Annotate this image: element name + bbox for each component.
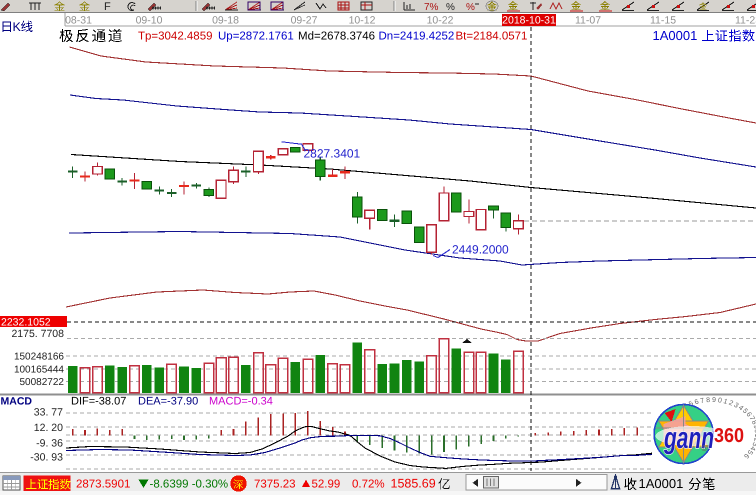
svg-text:150248166: 150248166 (14, 352, 64, 363)
svg-text:2232.1052: 2232.1052 (1, 316, 51, 328)
svg-text:1585.69: 1585.69 (391, 477, 436, 491)
svg-text:2: 2 (728, 400, 735, 408)
svg-text:5: 5 (688, 400, 695, 408)
svg-text:7%: 7% (424, 2, 439, 13)
svg-text:6: 6 (742, 452, 750, 460)
svg-text:6: 6 (694, 399, 700, 407)
svg-text:F: F (104, 1, 111, 13)
svg-text:4: 4 (748, 445, 756, 452)
svg-text:50082722: 50082722 (20, 377, 65, 388)
svg-text:Tp=3042.4859: Tp=3042.4859 (138, 31, 213, 43)
svg-text:MACD: MACD (1, 395, 33, 407)
svg-text:9: 9 (712, 397, 716, 404)
svg-text:360: 360 (714, 425, 744, 447)
svg-text:11-07: 11-07 (575, 15, 601, 27)
svg-text:7: 7 (747, 415, 755, 422)
svg-text:5: 5 (746, 448, 754, 455)
svg-text:DEA=-37.90: DEA=-37.90 (138, 395, 198, 407)
svg-text:10-22: 10-22 (427, 15, 454, 27)
svg-text:2827.3401: 2827.3401 (304, 147, 361, 161)
svg-text:3: 3 (732, 402, 739, 410)
svg-text:-30. 93: -30. 93 (30, 452, 63, 464)
svg-text:%: % (446, 2, 455, 13)
svg-text:0.72%: 0.72% (352, 479, 385, 491)
svg-text:1: 1 (722, 398, 728, 406)
svg-text:3: 3 (750, 441, 756, 447)
svg-text:12. 20: 12. 20 (34, 422, 63, 434)
svg-text:8: 8 (750, 420, 756, 426)
svg-text:2018-10-31: 2018-10-31 (502, 15, 556, 27)
svg-text:9: 9 (752, 424, 756, 429)
svg-text:08-31: 08-31 (65, 15, 92, 27)
svg-text:0: 0 (717, 397, 722, 405)
svg-text:100165444: 100165444 (14, 365, 64, 376)
svg-text:MACD=-0.34: MACD=-0.34 (209, 395, 273, 407)
svg-text:1A0001: 1A0001 (639, 476, 684, 491)
svg-text:1: 1 (753, 433, 756, 437)
svg-text:DIF=-38.07: DIF=-38.07 (71, 395, 126, 407)
svg-text:2873.5901: 2873.5901 (76, 479, 130, 491)
svg-text:09-27: 09-27 (291, 15, 318, 27)
svg-text:2: 2 (752, 437, 756, 442)
svg-text:1A0001: 1A0001 (653, 28, 698, 43)
svg-text:11-15: 11-15 (650, 15, 676, 27)
svg-text:-9. 36: -9. 36 (36, 438, 63, 450)
svg-text:10-12: 10-12 (349, 15, 376, 27)
svg-text:Up=2872.1761: Up=2872.1761 (218, 31, 294, 43)
svg-text:7: 7 (700, 397, 705, 405)
svg-text:09-18: 09-18 (212, 15, 239, 27)
svg-text:52.99: 52.99 (312, 479, 341, 491)
svg-text:5: 5 (741, 408, 749, 416)
svg-text:0: 0 (753, 429, 756, 434)
svg-text:2175. 7708: 2175. 7708 (11, 328, 64, 340)
svg-text:Bt=2184.0571: Bt=2184.0571 (456, 31, 528, 43)
svg-text:K: K (13, 20, 22, 34)
svg-text:2449.2000: 2449.2000 (452, 243, 509, 257)
svg-text:gann: gann (663, 422, 714, 455)
svg-text:7375.23: 7375.23 (254, 479, 296, 491)
svg-text:8: 8 (706, 397, 711, 404)
svg-text:@: @ (701, 444, 708, 452)
svg-text:Dn=2419.4252: Dn=2419.4252 (379, 31, 455, 43)
svg-text:11-23: 11-23 (735, 15, 756, 27)
svg-text:4: 4 (737, 404, 745, 412)
svg-text:-8.6399 -0.30%: -8.6399 -0.30% (150, 479, 229, 491)
svg-text:09-10: 09-10 (136, 15, 163, 27)
svg-text:Md=2678.3746: Md=2678.3746 (298, 31, 375, 43)
svg-text:%: % (466, 2, 475, 13)
svg-text:33. 77: 33. 77 (34, 407, 63, 419)
svg-text:6: 6 (744, 411, 752, 418)
